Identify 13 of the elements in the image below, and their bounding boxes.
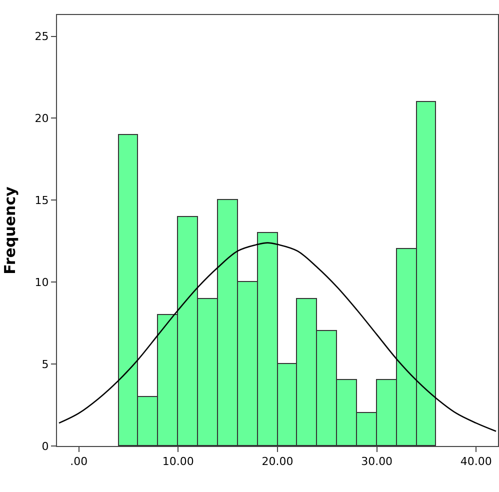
x-tick-label: 20.00 [262,455,294,468]
y-tick-label: 20 [34,112,49,126]
y-tick-label: 0 [42,440,49,453]
x-tick-label: 40.00 [460,455,492,468]
line-series [58,242,497,432]
x-tick-label: .00 [70,455,88,468]
y-tick-label: 25 [34,30,49,44]
y-tick-label: 10 [34,276,49,289]
x-tick-label: 30.00 [361,455,393,468]
x-tick-label: 10.00 [162,455,194,468]
y-axis-title: Frequency [1,186,20,274]
y-tick-label: 15 [34,194,49,208]
y-tick-label: 5 [42,358,49,371]
